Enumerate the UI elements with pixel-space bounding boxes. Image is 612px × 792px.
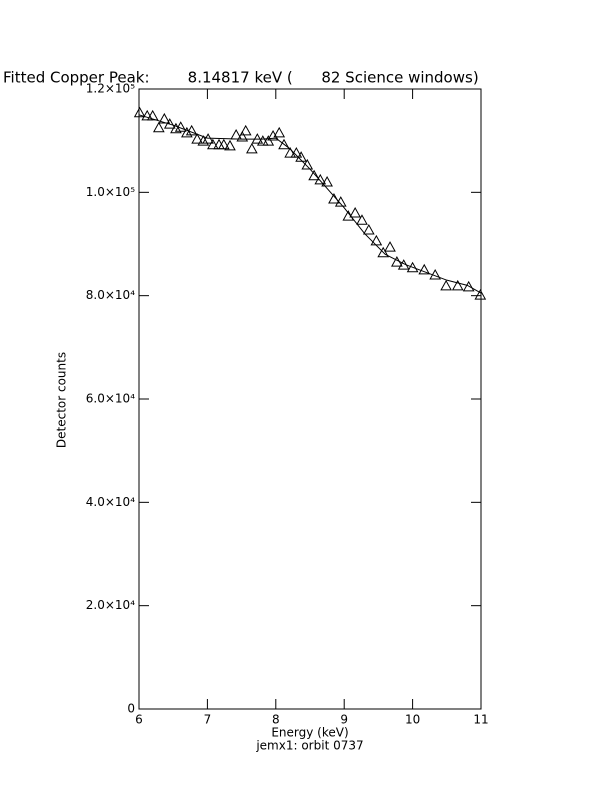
y-tick-label: 0	[127, 702, 135, 716]
data-point	[321, 175, 333, 187]
y-tick-label: 1.0×10⁵	[86, 185, 135, 199]
data-point	[356, 214, 368, 225]
data-point	[406, 261, 419, 273]
chart-title: Fitted Copper Peak: 8.14817 keV ( 82 Sci…	[3, 69, 479, 87]
data-point	[440, 279, 452, 291]
data-point	[236, 131, 249, 142]
data-point	[133, 106, 146, 118]
data-point	[207, 138, 219, 150]
x-axis-label: Energy (keV)	[271, 726, 348, 740]
data-point	[451, 279, 464, 291]
fit-line	[138, 114, 482, 294]
y-tick-label: 4.0×10⁴	[86, 495, 135, 509]
data-point	[152, 121, 165, 133]
x-tick-label: 9	[340, 713, 348, 727]
data-point	[170, 122, 182, 134]
data-point	[273, 126, 286, 138]
data-point	[328, 193, 340, 204]
data-point	[474, 289, 487, 300]
y-tick-label: 1.2×10⁵	[86, 82, 135, 96]
data-point	[284, 147, 297, 158]
data-point	[191, 133, 203, 144]
x-tick-label: 11	[473, 713, 488, 727]
x-tick-label: 10	[405, 713, 420, 727]
y-tick-label: 6.0×10⁴	[86, 392, 135, 406]
data-point	[185, 124, 198, 136]
data-point	[295, 151, 307, 162]
data-point	[362, 224, 375, 235]
data-point	[146, 109, 159, 121]
data-point	[377, 246, 390, 258]
data-point	[349, 206, 361, 218]
y-tick-label: 8.0×10⁴	[86, 288, 135, 302]
data-point	[462, 280, 475, 292]
data-point	[334, 196, 347, 207]
data-point	[181, 126, 193, 138]
plot-frame	[138, 88, 482, 710]
data-point	[418, 263, 431, 275]
data-point	[246, 142, 258, 154]
data-point	[314, 173, 327, 185]
y-tick-label: 2.0×10⁴	[86, 598, 135, 612]
subtitle: jemx1: orbit 0737	[255, 739, 363, 753]
data-point	[224, 139, 236, 151]
y-axis-label: Detector counts	[55, 352, 69, 448]
x-tick-label: 8	[272, 713, 280, 727]
data-point	[308, 169, 320, 181]
data-point	[197, 135, 210, 146]
data-point	[384, 241, 396, 252]
x-tick-label: 6	[135, 713, 143, 727]
x-tick-label: 7	[204, 713, 212, 727]
data-point	[217, 138, 230, 150]
data-point	[370, 234, 383, 246]
data-point	[239, 124, 252, 136]
data-point	[278, 138, 290, 150]
data-point	[262, 135, 275, 146]
